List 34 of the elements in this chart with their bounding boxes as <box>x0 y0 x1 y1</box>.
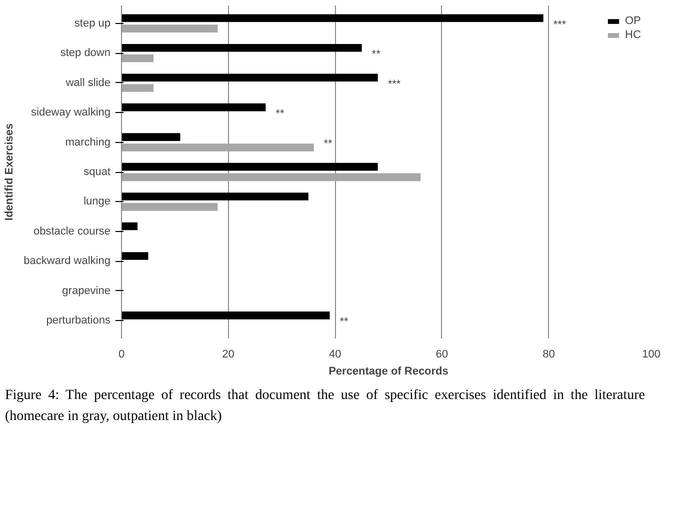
legend-label: OP <box>625 15 642 27</box>
y-tick-label: step down <box>60 47 111 60</box>
y-tick-label: grapevine <box>62 284 111 297</box>
y-tick-label: backward walking <box>24 255 111 268</box>
x-tick-label: 40 <box>328 348 342 360</box>
legend-label: HC <box>625 29 642 41</box>
y-tick-label: wall slide <box>64 76 111 89</box>
x-axis-title: Percentage of Records <box>328 366 448 378</box>
y-tick-label: marching <box>65 136 111 148</box>
annotation: ** <box>324 138 334 150</box>
y-tick-label: perturbations <box>46 314 111 327</box>
y-tick-label: step up <box>74 17 111 30</box>
y-axis-title: Identifid Exercises <box>4 123 16 221</box>
annotation: ** <box>372 48 382 61</box>
y-tick-label: squat <box>84 166 111 178</box>
bar <box>122 84 154 92</box>
x-tick-label: 80 <box>542 348 555 360</box>
x-tick-label: 60 <box>436 348 448 360</box>
bar <box>122 173 421 182</box>
annotation: ** <box>340 316 350 328</box>
caption: Figure 4: The percentage of records that document the use of specific exercises identified in the literature (homecare in gray, outpatient in black) <box>5 387 645 426</box>
x-tick-label: 0 <box>118 348 125 360</box>
x-tick-label: 100 <box>642 348 661 360</box>
y-tick-label: obstacle course <box>33 225 111 238</box>
y-tick-label: lunge <box>84 196 111 208</box>
annotation: *** <box>388 78 402 90</box>
bar <box>122 24 218 32</box>
annotation: ** <box>276 108 285 120</box>
bar <box>122 144 314 152</box>
bar <box>122 203 218 211</box>
y-tick-label: sideway walking <box>31 106 111 119</box>
annotation: *** <box>553 18 567 31</box>
bar <box>122 54 154 62</box>
x-tick-label: 20 <box>222 348 234 360</box>
